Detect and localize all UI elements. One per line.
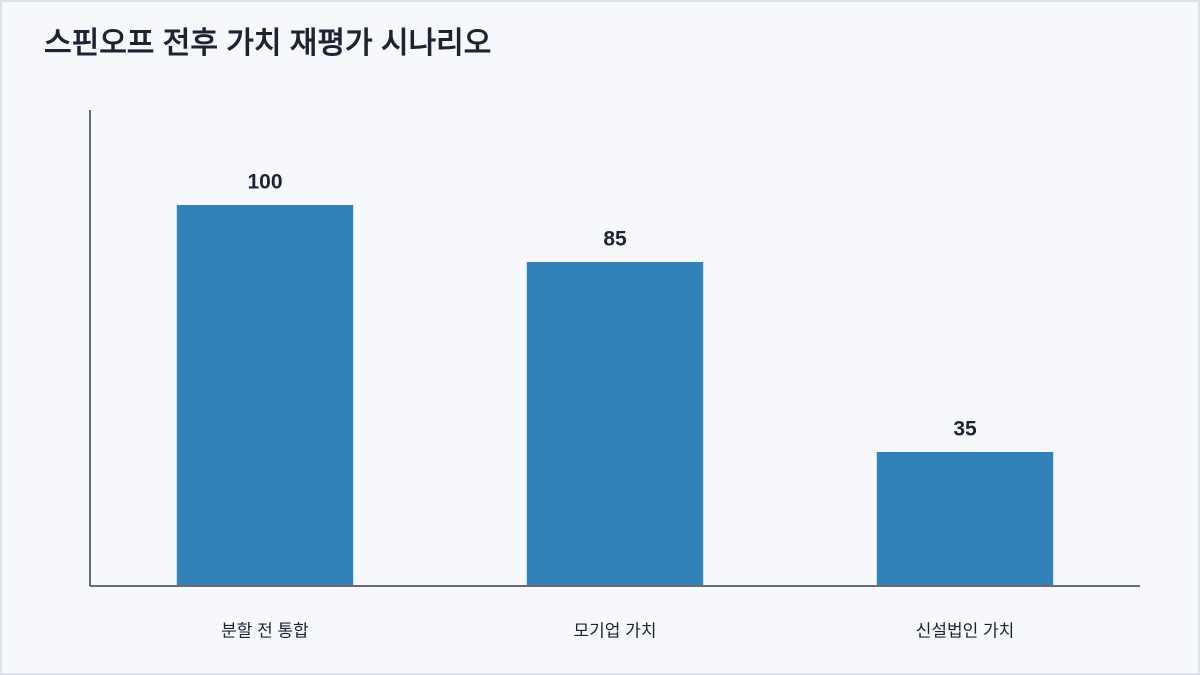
chart-title: 스핀오프 전후 가치 재평가 시나리오 [44, 27, 491, 60]
bar [526, 262, 704, 585]
x-tick-label: 분할 전 통합 [221, 621, 309, 640]
bar [176, 205, 354, 585]
x-tick-label: 모기업 가치 [574, 621, 657, 640]
data-label: 100 [247, 171, 282, 194]
x-tick-label: 신설법인 가치 [916, 621, 1015, 640]
data-label: 85 [603, 228, 627, 251]
data-label: 35 [953, 418, 977, 441]
bar [876, 452, 1054, 585]
